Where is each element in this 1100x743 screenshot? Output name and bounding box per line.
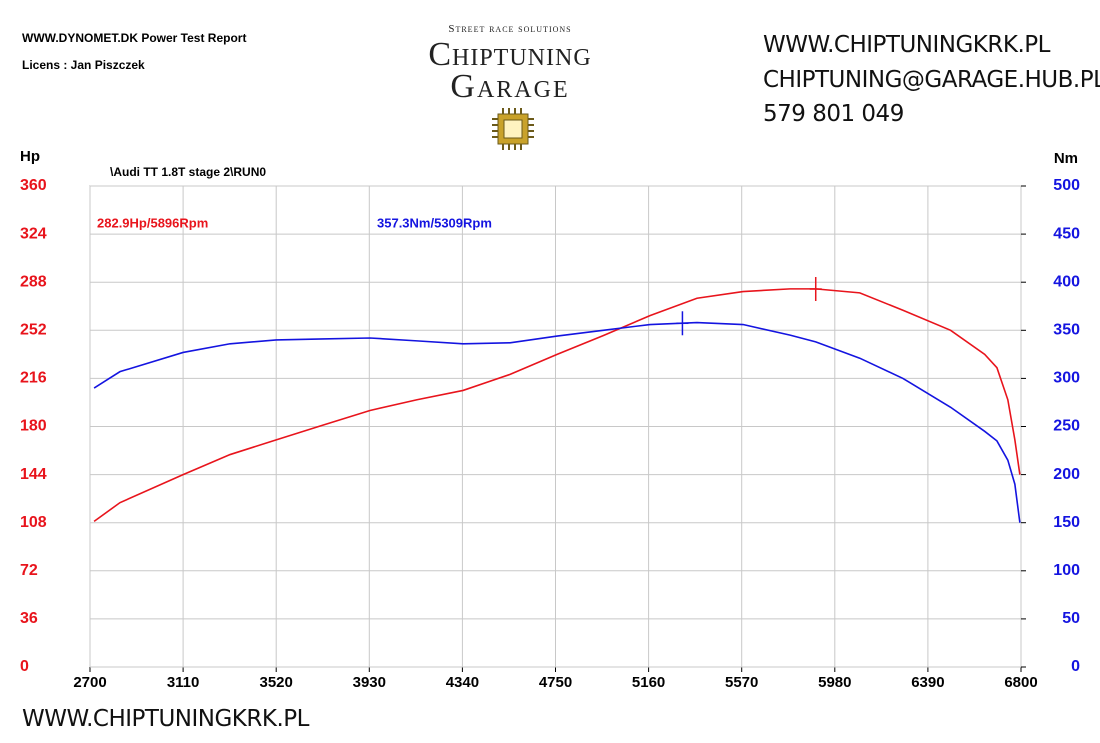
x-tick-label: 2700 — [73, 674, 106, 691]
y-tick-label: 252 — [20, 322, 47, 339]
y2-tick-label: 300 — [1053, 370, 1080, 387]
run-title: \Audi TT 1.8T stage 2\RUN0 — [110, 165, 266, 179]
x-tick-label: 5160 — [632, 674, 665, 691]
licence: Licens : Jan Piszczek — [22, 58, 145, 72]
contact-phone: 579 801 049 — [763, 101, 904, 127]
y-tick-label: 360 — [20, 177, 47, 194]
y-tick-label: 36 — [20, 610, 38, 627]
logo-line-1: Chiptuning — [428, 36, 592, 73]
y2-tick-label: 450 — [1053, 225, 1080, 242]
y2-tick-label: 400 — [1053, 273, 1080, 290]
y-tick-label: 180 — [20, 418, 47, 435]
peak-label: 357.3Nm/5309Rpm — [377, 215, 492, 230]
x-tick-label: 3110 — [167, 674, 200, 691]
contact-email: CHIPTUNING@GARAGE.HUB.PL — [763, 67, 1100, 93]
y2-tick-label: 0 — [1071, 658, 1080, 675]
x-tick-label: 3930 — [353, 674, 386, 691]
y-tick-label: 324 — [20, 225, 47, 242]
y2-tick-label: 500 — [1053, 177, 1080, 194]
series-line — [93, 321, 1021, 523]
x-tick-label: 3520 — [260, 674, 293, 691]
x-tick-label: 6390 — [911, 674, 944, 691]
y2-tick-label: 200 — [1053, 466, 1080, 483]
y2-tick-label: 150 — [1053, 514, 1080, 531]
y-tick-label: 216 — [20, 370, 47, 387]
logo-tagline: Street race solutions — [448, 23, 572, 35]
logo-chip — [492, 108, 534, 150]
x-tick-label: 5980 — [818, 674, 851, 691]
y-axis-title: Hp — [20, 148, 40, 165]
y2-tick-label: 100 — [1053, 562, 1080, 579]
x-tick-label: 6800 — [1004, 674, 1037, 691]
y2-tick-label: 50 — [1062, 610, 1080, 627]
x-tick-label: 5570 — [725, 674, 758, 691]
y-tick-label: 0 — [20, 658, 29, 675]
y2-tick-label: 250 — [1053, 418, 1080, 435]
report-title: WWW.DYNOMET.DK Power Test Report — [22, 31, 247, 45]
chart: Hp Nm \Audi TT 1.8T stage 2\RUN0 2700 311… — [20, 148, 1080, 691]
footer-website: WWW.CHIPTUNINGKRK.PL — [22, 706, 309, 732]
peak-label: 282.9Hp/5896Rpm — [97, 215, 208, 230]
y2-tick-label: 350 — [1053, 322, 1080, 339]
logo-line-2: Garage — [450, 68, 570, 105]
y-tick-label: 144 — [20, 466, 47, 483]
y-tick-label: 288 — [20, 273, 47, 290]
y-tick-label: 108 — [20, 514, 47, 531]
x-tick-label: 4340 — [446, 674, 479, 691]
series-line — [93, 288, 1021, 523]
y2-axis-title: Nm — [1054, 150, 1078, 167]
y-tick-label: 72 — [20, 562, 38, 579]
x-tick-label: 4750 — [539, 674, 572, 691]
contact-website: WWW.CHIPTUNINGKRK.PL — [763, 32, 1050, 58]
